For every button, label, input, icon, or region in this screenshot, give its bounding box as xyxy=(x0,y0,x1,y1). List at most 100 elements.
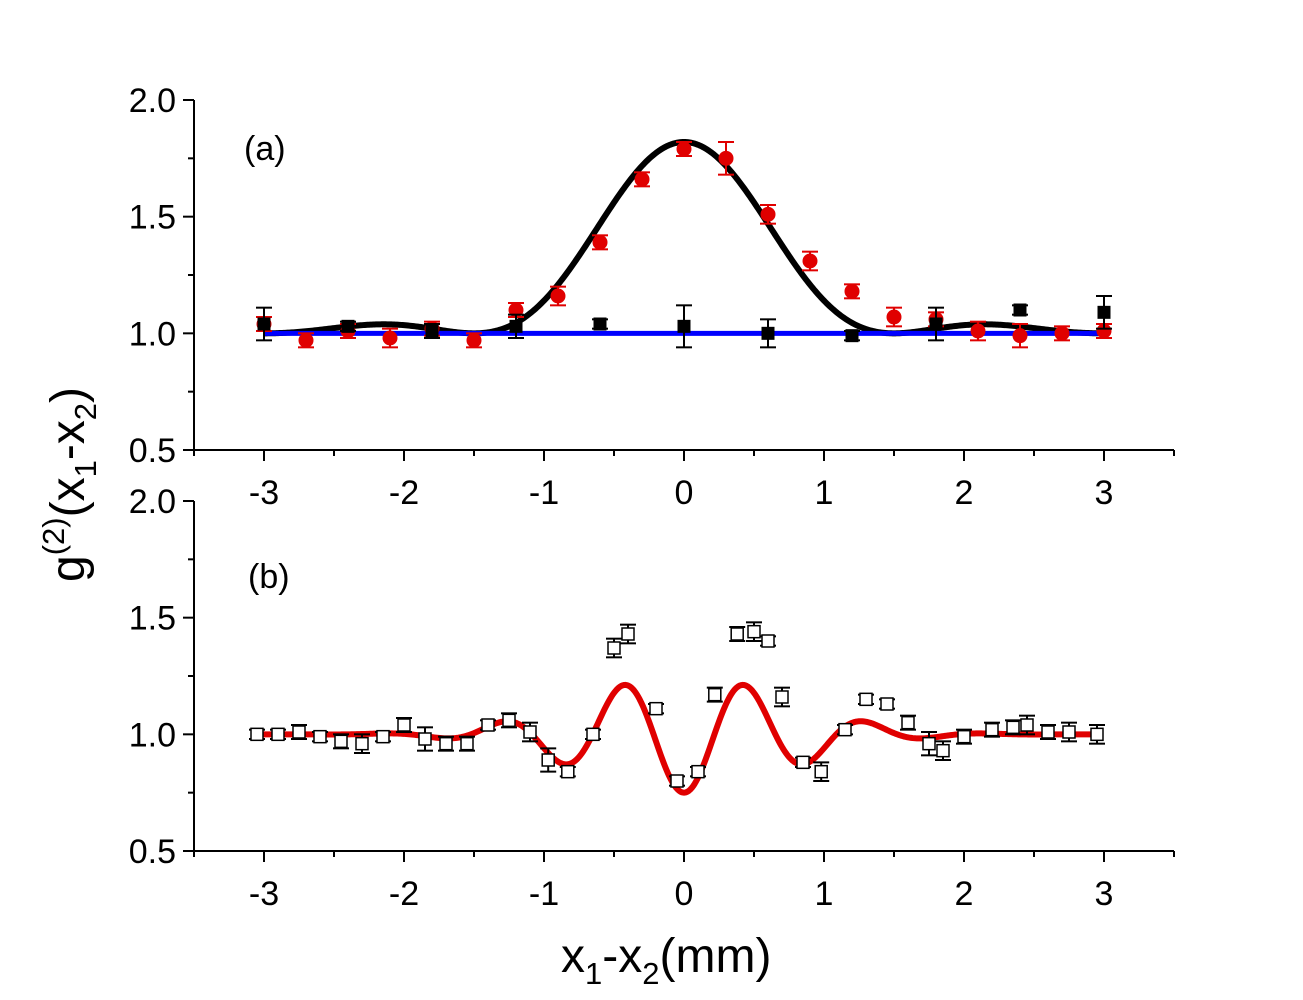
data-marker xyxy=(761,326,775,340)
panel-b-measured-point xyxy=(354,733,370,754)
panel-a-measured-point xyxy=(466,332,482,349)
data-marker xyxy=(257,317,271,331)
panel-b-xtick-label: -1 xyxy=(529,875,559,913)
panel-b-measured-point xyxy=(333,733,349,750)
data-marker xyxy=(341,319,355,333)
data-marker xyxy=(936,743,950,758)
panel-a-measured-point xyxy=(844,283,860,300)
panel-a-marks xyxy=(256,141,1112,349)
y-axis-title-g: g xyxy=(42,555,95,582)
panel-b-measured-point xyxy=(417,726,433,752)
data-marker xyxy=(376,729,390,744)
data-marker xyxy=(1013,303,1027,317)
x-axis-title-unit: (mm) xyxy=(659,930,771,983)
panel-b-xtick-label: 1 xyxy=(815,875,834,913)
panel-b-measured-point xyxy=(935,740,951,761)
panel-b-ytick-label: 0.5 xyxy=(129,833,176,871)
panel-b-measured-point xyxy=(900,714,916,731)
data-marker xyxy=(481,718,495,732)
panel-a-measured-point xyxy=(550,285,566,307)
panel-b-measured-point xyxy=(291,724,307,740)
data-marker xyxy=(1054,325,1070,341)
panel-b-measured-point xyxy=(1089,724,1105,745)
panel-b-measured-point xyxy=(249,727,265,742)
panel-b-xtick-label: 0 xyxy=(675,875,694,913)
panel-b-measured-point xyxy=(540,747,557,773)
panel-b-measured-point xyxy=(501,712,517,729)
panel-a-control-point xyxy=(1012,303,1028,317)
data-marker xyxy=(298,332,314,348)
data-marker xyxy=(355,736,369,751)
data-marker xyxy=(886,309,902,325)
panel-b-ytick-label: 2.0 xyxy=(129,483,176,521)
panel-b-measured-point xyxy=(606,637,622,659)
panel-b-label: (b) xyxy=(248,558,290,596)
data-marker xyxy=(676,141,692,157)
data-marker xyxy=(845,329,859,343)
panel-a-measured-point xyxy=(634,171,650,188)
data-marker xyxy=(621,627,635,641)
panel-a-label: (a) xyxy=(244,130,286,168)
panel-a-control-point xyxy=(508,313,524,339)
panel-a-measured-point xyxy=(382,327,398,349)
panel-a-measured-point xyxy=(1054,325,1070,342)
data-marker xyxy=(677,319,691,333)
data-marker xyxy=(775,690,789,704)
panel-b-measured-point xyxy=(1040,724,1056,740)
panel-a: 0.5 1.0 1.5 2.0 -3 -2 -1 0 1 2 3 (a) xyxy=(129,82,1175,512)
panel-b-marks xyxy=(249,621,1105,788)
panel-a-y-ticks: 0.5 1.0 1.5 2.0 xyxy=(129,82,194,470)
data-marker xyxy=(250,727,264,742)
data-marker xyxy=(466,332,482,348)
panel-b: 0.5 1.0 1.5 2.0 -3 -2 -1 0 1 2 3 (b) xyxy=(129,483,1175,913)
data-marker xyxy=(761,634,775,648)
panel-b-measured-point xyxy=(837,722,853,737)
panel-b-measured-point xyxy=(312,729,328,744)
x-axis-title: x1-x2(mm) xyxy=(561,930,771,991)
panel-b-measured-point xyxy=(921,731,937,757)
data-marker xyxy=(509,319,523,333)
data-marker xyxy=(634,171,650,187)
panel-b-measured-point xyxy=(620,623,636,645)
data-marker xyxy=(460,736,474,751)
y-axis-title: g(2)(x1-x2) xyxy=(36,387,103,582)
data-marker xyxy=(607,641,621,655)
panel-b-measured-point xyxy=(1005,719,1021,736)
panel-b-measured-point xyxy=(813,761,830,782)
panel-b-measured-point xyxy=(729,626,746,642)
data-marker xyxy=(844,283,860,299)
panel-b-xtick-label: -3 xyxy=(249,875,279,913)
data-marker xyxy=(1041,725,1055,739)
data-marker xyxy=(880,697,894,711)
panel-b-xtick-label: -2 xyxy=(389,875,419,913)
data-marker xyxy=(649,701,663,716)
data-marker xyxy=(1012,328,1028,344)
panel-b-xtick-label: 3 xyxy=(1095,875,1114,913)
x-axis-title-dash: -x xyxy=(602,930,642,983)
panel-a-control-point xyxy=(928,306,944,342)
data-marker xyxy=(838,722,852,737)
panel-b-measured-point xyxy=(956,728,972,745)
x-axis-title-x: x xyxy=(561,930,585,983)
panel-a-control-point xyxy=(340,319,356,333)
panel-b-measured-point xyxy=(459,735,475,752)
panel-a-measured-point xyxy=(802,250,818,272)
data-marker xyxy=(382,330,398,346)
panel-b-ytick-label: 1.5 xyxy=(129,600,176,638)
panel-a-xtick-label: 3 xyxy=(1095,474,1114,512)
panel-b-measured-point xyxy=(746,621,762,642)
panel-a-control-point xyxy=(592,317,608,331)
panel-b-measured-point xyxy=(669,774,685,788)
panel-b-y-ticks: 0.5 1.0 1.5 2.0 xyxy=(129,483,194,871)
data-marker xyxy=(593,317,607,331)
panel-b-measured-point xyxy=(522,721,538,743)
panel-a-control-point xyxy=(1096,295,1112,330)
data-marker xyxy=(313,729,327,744)
y-axis-title-open: (x xyxy=(42,477,95,517)
panel-a-xtick-label: 0 xyxy=(675,474,694,512)
data-marker xyxy=(929,317,943,331)
y-axis-title-close: ) xyxy=(42,387,95,403)
panel-b-measured-point xyxy=(438,735,454,752)
panel-a-ytick-label: 0.5 xyxy=(129,432,176,470)
